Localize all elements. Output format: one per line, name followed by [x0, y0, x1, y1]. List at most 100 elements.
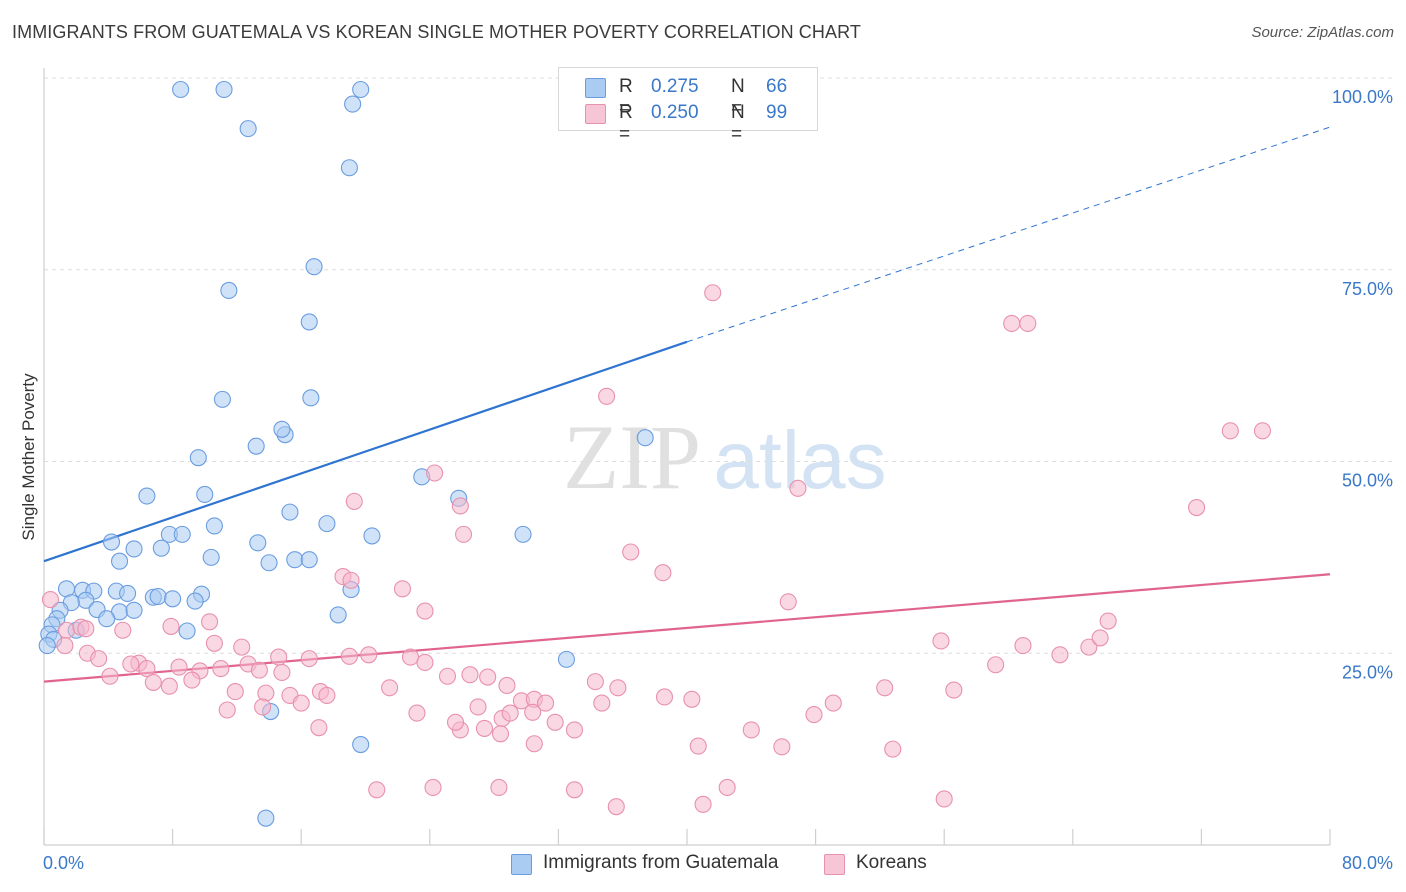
koreans-point: [824, 694, 842, 712]
guatemala-point: [302, 389, 320, 407]
y-tick-label: 25.0%: [1342, 662, 1393, 682]
guatemala-point: [111, 552, 129, 570]
koreans-point: [524, 703, 542, 721]
koreans-point: [565, 781, 584, 799]
koreans-point: [438, 667, 457, 685]
koreans-point: [461, 666, 479, 684]
r-label: R =: [619, 76, 633, 119]
guatemala-point: [149, 587, 167, 606]
guatemala-point: [102, 533, 121, 551]
guatemala-point: [300, 313, 318, 331]
guatemala-point: [557, 650, 575, 668]
guatemala-point: [344, 95, 362, 113]
koreans-point: [490, 778, 508, 797]
legend-swatch-koreans: [585, 104, 606, 124]
koreans-point: [300, 650, 318, 668]
guatemala-point: [173, 525, 191, 543]
koreans-point: [455, 525, 473, 543]
y-tick-label: 100.0%: [1332, 87, 1393, 107]
koreans-point: [254, 698, 272, 716]
koreans-point: [655, 688, 674, 706]
guatemala-point: [196, 485, 214, 504]
guatemala-trend-extension: [686, 126, 1331, 343]
koreans-point: [536, 694, 555, 712]
koreans-point: [233, 638, 251, 656]
guatemala-point: [352, 80, 370, 99]
koreans-point: [1091, 629, 1109, 647]
koreans-point: [704, 284, 722, 302]
watermark-zip: ZIP: [563, 406, 701, 508]
source-label: Source: ZipAtlas.com: [1251, 24, 1394, 41]
guatemala-point: [98, 610, 116, 628]
koreans-point: [1080, 638, 1098, 656]
n-value: 66: [766, 76, 788, 97]
koreans-point: [416, 653, 434, 672]
guatemala-point: [636, 429, 654, 447]
x-tick-label: 0.0%: [43, 853, 84, 873]
koreans-point: [805, 706, 823, 724]
koreans-point: [525, 735, 543, 753]
guatemala-point: [318, 515, 336, 533]
x-tick-label: 80.0%: [1342, 853, 1393, 873]
koreans-point: [884, 740, 902, 758]
guatemala-point: [305, 258, 323, 276]
koreans-point: [381, 679, 399, 697]
koreans-point: [789, 479, 807, 497]
koreans-point: [77, 620, 95, 638]
koreans-point: [318, 686, 336, 704]
koreans-point: [742, 721, 760, 739]
koreans-point: [56, 637, 74, 655]
koreans-point: [446, 713, 465, 731]
series-legend-label: Immigrants from Guatemala: [543, 852, 779, 873]
chart-title: IMMIGRANTS FROM GUATEMALA VS KOREAN SING…: [12, 22, 861, 42]
koreans-point: [1188, 498, 1206, 517]
koreans-point: [546, 713, 564, 731]
guatemala-point: [247, 437, 265, 455]
koreans-point: [689, 737, 707, 755]
koreans-point: [779, 593, 797, 611]
koreans-point: [270, 648, 288, 666]
guatemala-point: [300, 551, 318, 569]
koreans-point: [41, 591, 59, 609]
koreans-point: [368, 781, 386, 799]
koreans-point: [183, 671, 201, 689]
guatemala-trend-line: [43, 340, 688, 563]
guatemala-point: [239, 120, 257, 138]
koreans-point: [1019, 314, 1037, 332]
koreans-point: [935, 790, 953, 808]
koreans-point: [340, 647, 358, 665]
koreans-point: [162, 617, 180, 635]
legend-swatch-guatemala: [585, 78, 606, 98]
watermark: ZIP atlas: [563, 406, 887, 508]
guatemala-point: [281, 503, 299, 521]
koreans-point: [416, 602, 434, 620]
koreans-point: [598, 387, 616, 405]
guatemala-point: [178, 622, 196, 640]
koreans-point: [1221, 422, 1239, 440]
koreans-point: [57, 621, 76, 639]
koreans-point: [607, 798, 625, 816]
n-value: 99: [766, 102, 788, 123]
guatemala-point: [202, 548, 220, 566]
guatemala-point: [125, 601, 143, 619]
guatemala-point: [172, 80, 190, 99]
koreans-point: [205, 634, 223, 652]
guatemala-point: [340, 159, 358, 177]
y-tick-label: 75.0%: [1342, 279, 1393, 299]
n-label: N =: [731, 102, 745, 145]
koreans-point: [212, 660, 230, 678]
koreans-point: [138, 660, 156, 678]
koreans-point: [1051, 646, 1069, 664]
koreans-point: [945, 681, 963, 699]
koreans-point: [273, 663, 291, 681]
koreans-point: [451, 497, 469, 515]
guatemala-point: [38, 637, 56, 655]
guatemala-point: [119, 584, 137, 602]
koreans-point: [694, 795, 712, 813]
guatemala-point: [164, 590, 182, 608]
koreans-point: [292, 694, 310, 712]
koreans-point: [565, 721, 584, 739]
koreans-point: [114, 621, 132, 639]
guatemala-point: [125, 540, 143, 558]
r-value: 0.275: [651, 76, 699, 97]
